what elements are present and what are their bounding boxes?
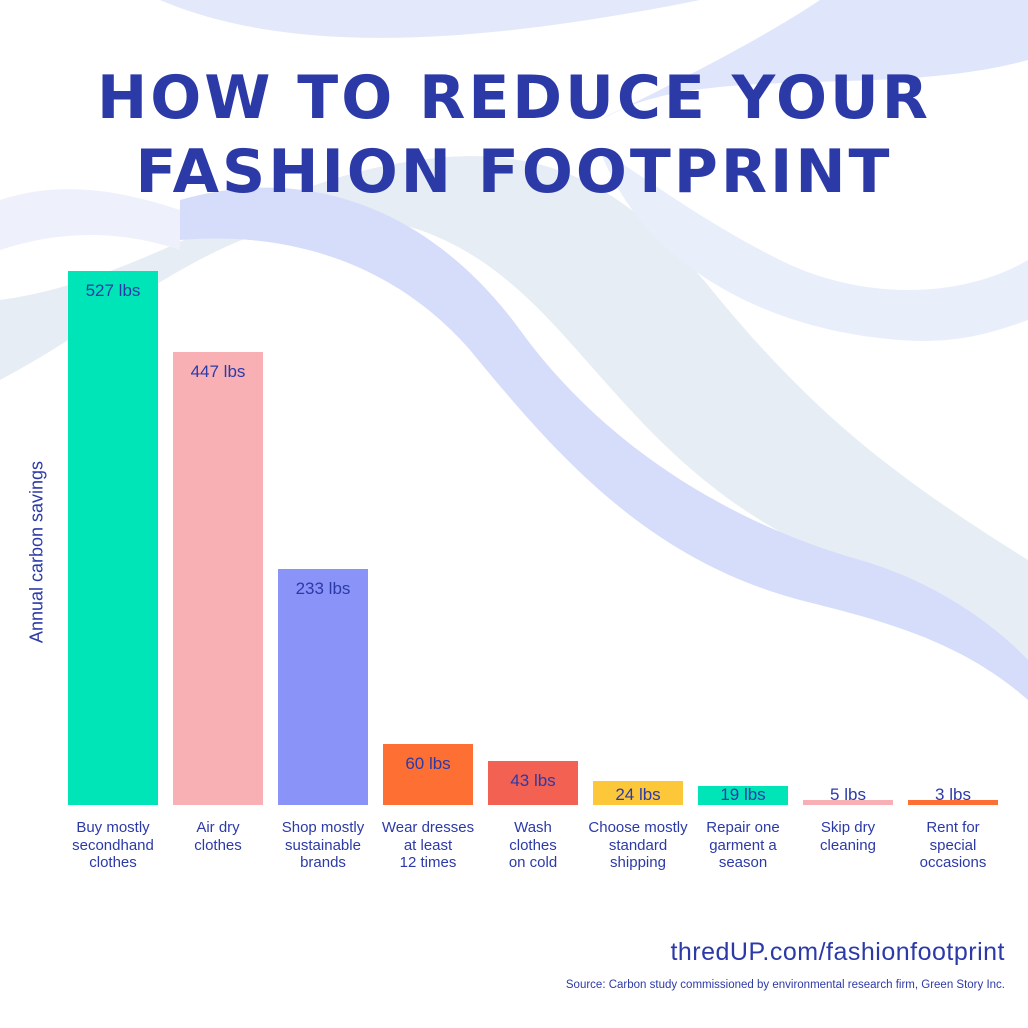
category-label: Skip dry cleaning (820, 819, 876, 854)
data-label: 24 lbs (615, 785, 661, 804)
website-link[interactable]: thredUP.com/fashionfootprint (670, 938, 1005, 966)
title-line-1: HOW TO REDUCE YOUR (97, 63, 931, 133)
data-label: 447 lbs (190, 362, 246, 382)
bar (593, 780, 683, 805)
data-label: 19 lbs (720, 785, 766, 804)
category-label: Wash clothes on cold (508, 819, 558, 871)
bar (908, 800, 998, 805)
bar (68, 271, 158, 805)
bar (488, 761, 578, 805)
bar (278, 568, 368, 805)
category-label: Wear dresses at least 12 times (381, 819, 475, 871)
data-label: 5 lbs (830, 785, 866, 804)
category-label: Shop mostly sustainable brands (281, 819, 365, 871)
y-axis-label: Annual carbon savings (26, 460, 47, 644)
category-label: Buy mostly secondhand clothes (72, 819, 154, 871)
category-label: Air dry clothes (194, 819, 242, 854)
bar (698, 785, 788, 805)
bar (173, 352, 263, 805)
category-label: Repair one garment a season (706, 819, 780, 871)
bar (803, 799, 893, 805)
category-label: Choose mostly standard shipping (588, 819, 688, 871)
source-note: Source: Carbon study commissioned by env… (565, 979, 1005, 991)
data-label: 527 lbs (85, 281, 141, 300)
bar (383, 744, 473, 805)
data-label: 233 lbs (295, 578, 351, 598)
title-line-2: FASHION FOOTPRINT (135, 137, 893, 207)
data-label: 60 lbs (405, 754, 451, 774)
category-label: Rent for special occasions (919, 819, 987, 871)
data-label: 3 lbs (935, 785, 971, 804)
data-label: 43 lbs (510, 771, 556, 791)
